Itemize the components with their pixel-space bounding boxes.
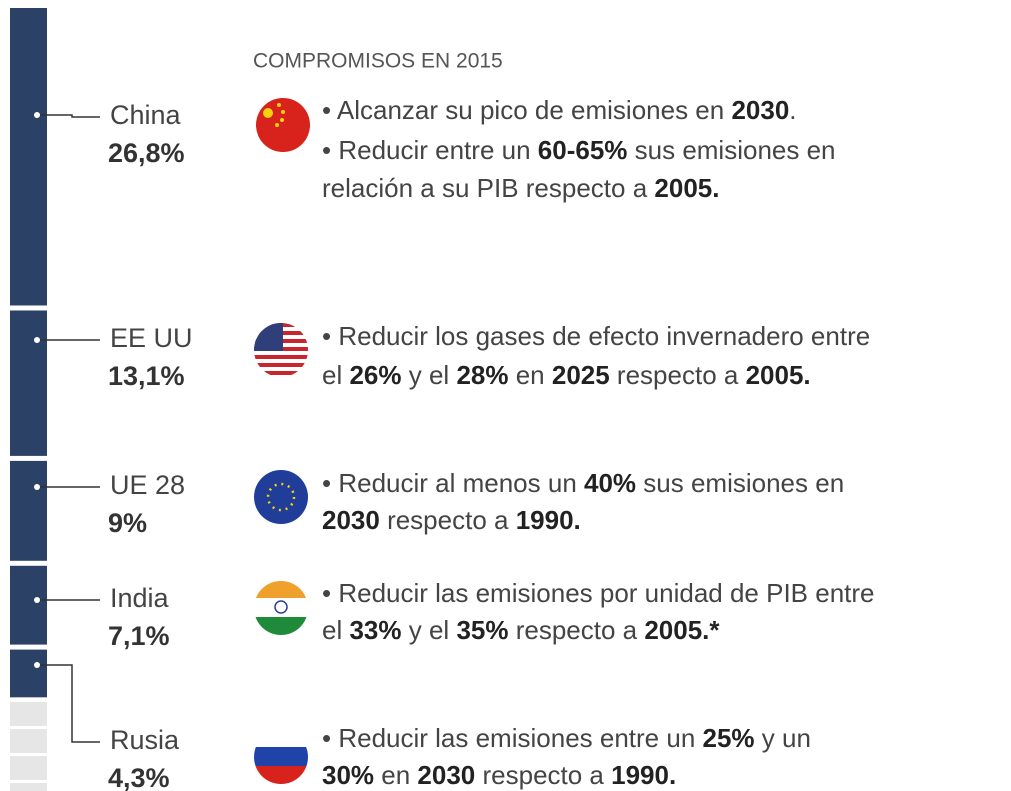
commitment-text: en — [508, 360, 551, 390]
share-label: 26,8% — [108, 138, 185, 168]
leader-dot — [34, 484, 40, 490]
commitment-text: 26% — [349, 360, 401, 390]
commitment-text: 30% — [322, 760, 374, 790]
commitment-text: • Reducir al menos un — [322, 468, 584, 498]
leader-dot — [34, 662, 40, 668]
commitment-text: respecto a — [610, 360, 746, 390]
flag-usa — [254, 323, 308, 377]
commitment-text: respecto a — [475, 760, 611, 790]
commitment-line: el 33% y el 35% respecto a 2005.* — [322, 615, 720, 645]
commitment-text: 2025 — [552, 360, 610, 390]
commitment-text: 28% — [456, 360, 508, 390]
bar-segment — [10, 8, 47, 306]
commitment-text: • Reducir las emisiones por unidad de PI… — [322, 578, 875, 608]
share-label: 9% — [108, 508, 147, 538]
commitment-line: • Alcanzar su pico de emisiones en 2030. — [322, 95, 797, 125]
commitment-text: • Reducir entre un — [322, 135, 538, 165]
commitment-text: 1990. — [516, 505, 581, 535]
bar-segment — [10, 649, 47, 698]
commitment-text: 2030 — [731, 95, 789, 125]
commitment-text: 25% — [703, 723, 755, 753]
leader-dot — [34, 112, 40, 118]
country-name: China — [110, 100, 182, 130]
commitment-text: • Alcanzar su pico de emisiones en — [322, 95, 731, 125]
share-label: 13,1% — [108, 361, 185, 391]
commitment-text: y el — [402, 360, 457, 390]
commitment-text: sus emisiones en — [636, 468, 844, 498]
commitment-text: relación a su PIB respecto a — [322, 173, 654, 203]
commitment-text: 1990. — [611, 760, 676, 790]
heading: COMPROMISOS EN 2015 — [253, 50, 503, 73]
country-name: Rusia — [110, 725, 180, 755]
bar-segment — [10, 310, 47, 456]
commitment-line: • Reducir las emisiones entre un 25% y u… — [322, 723, 811, 753]
commitment-text: 2005. — [746, 360, 811, 390]
commitment-text: el — [322, 615, 349, 645]
commitment-line: 30% en 2030 respecto a 1990. — [322, 760, 676, 790]
commitment-line: • Reducir los gases de efecto invernader… — [322, 321, 870, 351]
commitment-text: 60-65% — [538, 135, 628, 165]
bar-segment — [10, 460, 47, 561]
leader-dot — [34, 597, 40, 603]
share-label: 7,1% — [108, 621, 170, 651]
commitment-text: • Reducir los gases de efecto invernader… — [322, 321, 870, 351]
bar-segment — [10, 565, 47, 645]
leader-line — [37, 664, 100, 743]
country-name: EE UU — [110, 323, 193, 353]
remaining-bar — [10, 702, 47, 791]
commitment-line: • Reducir las emisiones por unidad de PI… — [322, 578, 875, 608]
commitment-text: 2030 — [322, 505, 380, 535]
flag-russia — [254, 730, 308, 784]
commitment-text: • Reducir las emisiones entre un — [322, 723, 703, 753]
flag-china — [256, 98, 310, 152]
leader-dot — [34, 337, 40, 343]
commitment-text: respecto a — [508, 615, 644, 645]
commitment-text: en — [374, 760, 417, 790]
country-name: UE 28 — [110, 470, 185, 500]
country-name: India — [110, 583, 170, 613]
commitment-line: • Reducir al menos un 40% sus emisiones … — [322, 468, 844, 498]
commitment-line: • Reducir entre un 60-65% sus emisiones … — [322, 135, 836, 165]
commitment-text: 2005.* — [644, 615, 720, 645]
commitment-text: 2005. — [654, 173, 719, 203]
share-label: 4,3% — [108, 763, 170, 791]
commitment-line: 2030 respecto a 1990. — [322, 505, 581, 535]
commitment-text: sus emisiones en — [627, 135, 835, 165]
commitment-line: relación a su PIB respecto a 2005. — [322, 173, 719, 203]
flag-india — [254, 581, 308, 635]
commitment-text: 33% — [349, 615, 401, 645]
commitment-text: el — [322, 360, 349, 390]
commitment-text: y un — [755, 723, 811, 753]
commitment-text: 40% — [584, 468, 636, 498]
commitment-text: 35% — [456, 615, 508, 645]
commitment-text: respecto a — [380, 505, 516, 535]
commitment-line: el 26% y el 28% en 2025 respecto a 2005. — [322, 360, 811, 390]
commitment-text: 2030 — [417, 760, 475, 790]
commitment-text: . — [789, 95, 796, 125]
leader-line — [37, 114, 100, 118]
commitment-text: y el — [402, 615, 457, 645]
flag-eu — [254, 470, 308, 524]
